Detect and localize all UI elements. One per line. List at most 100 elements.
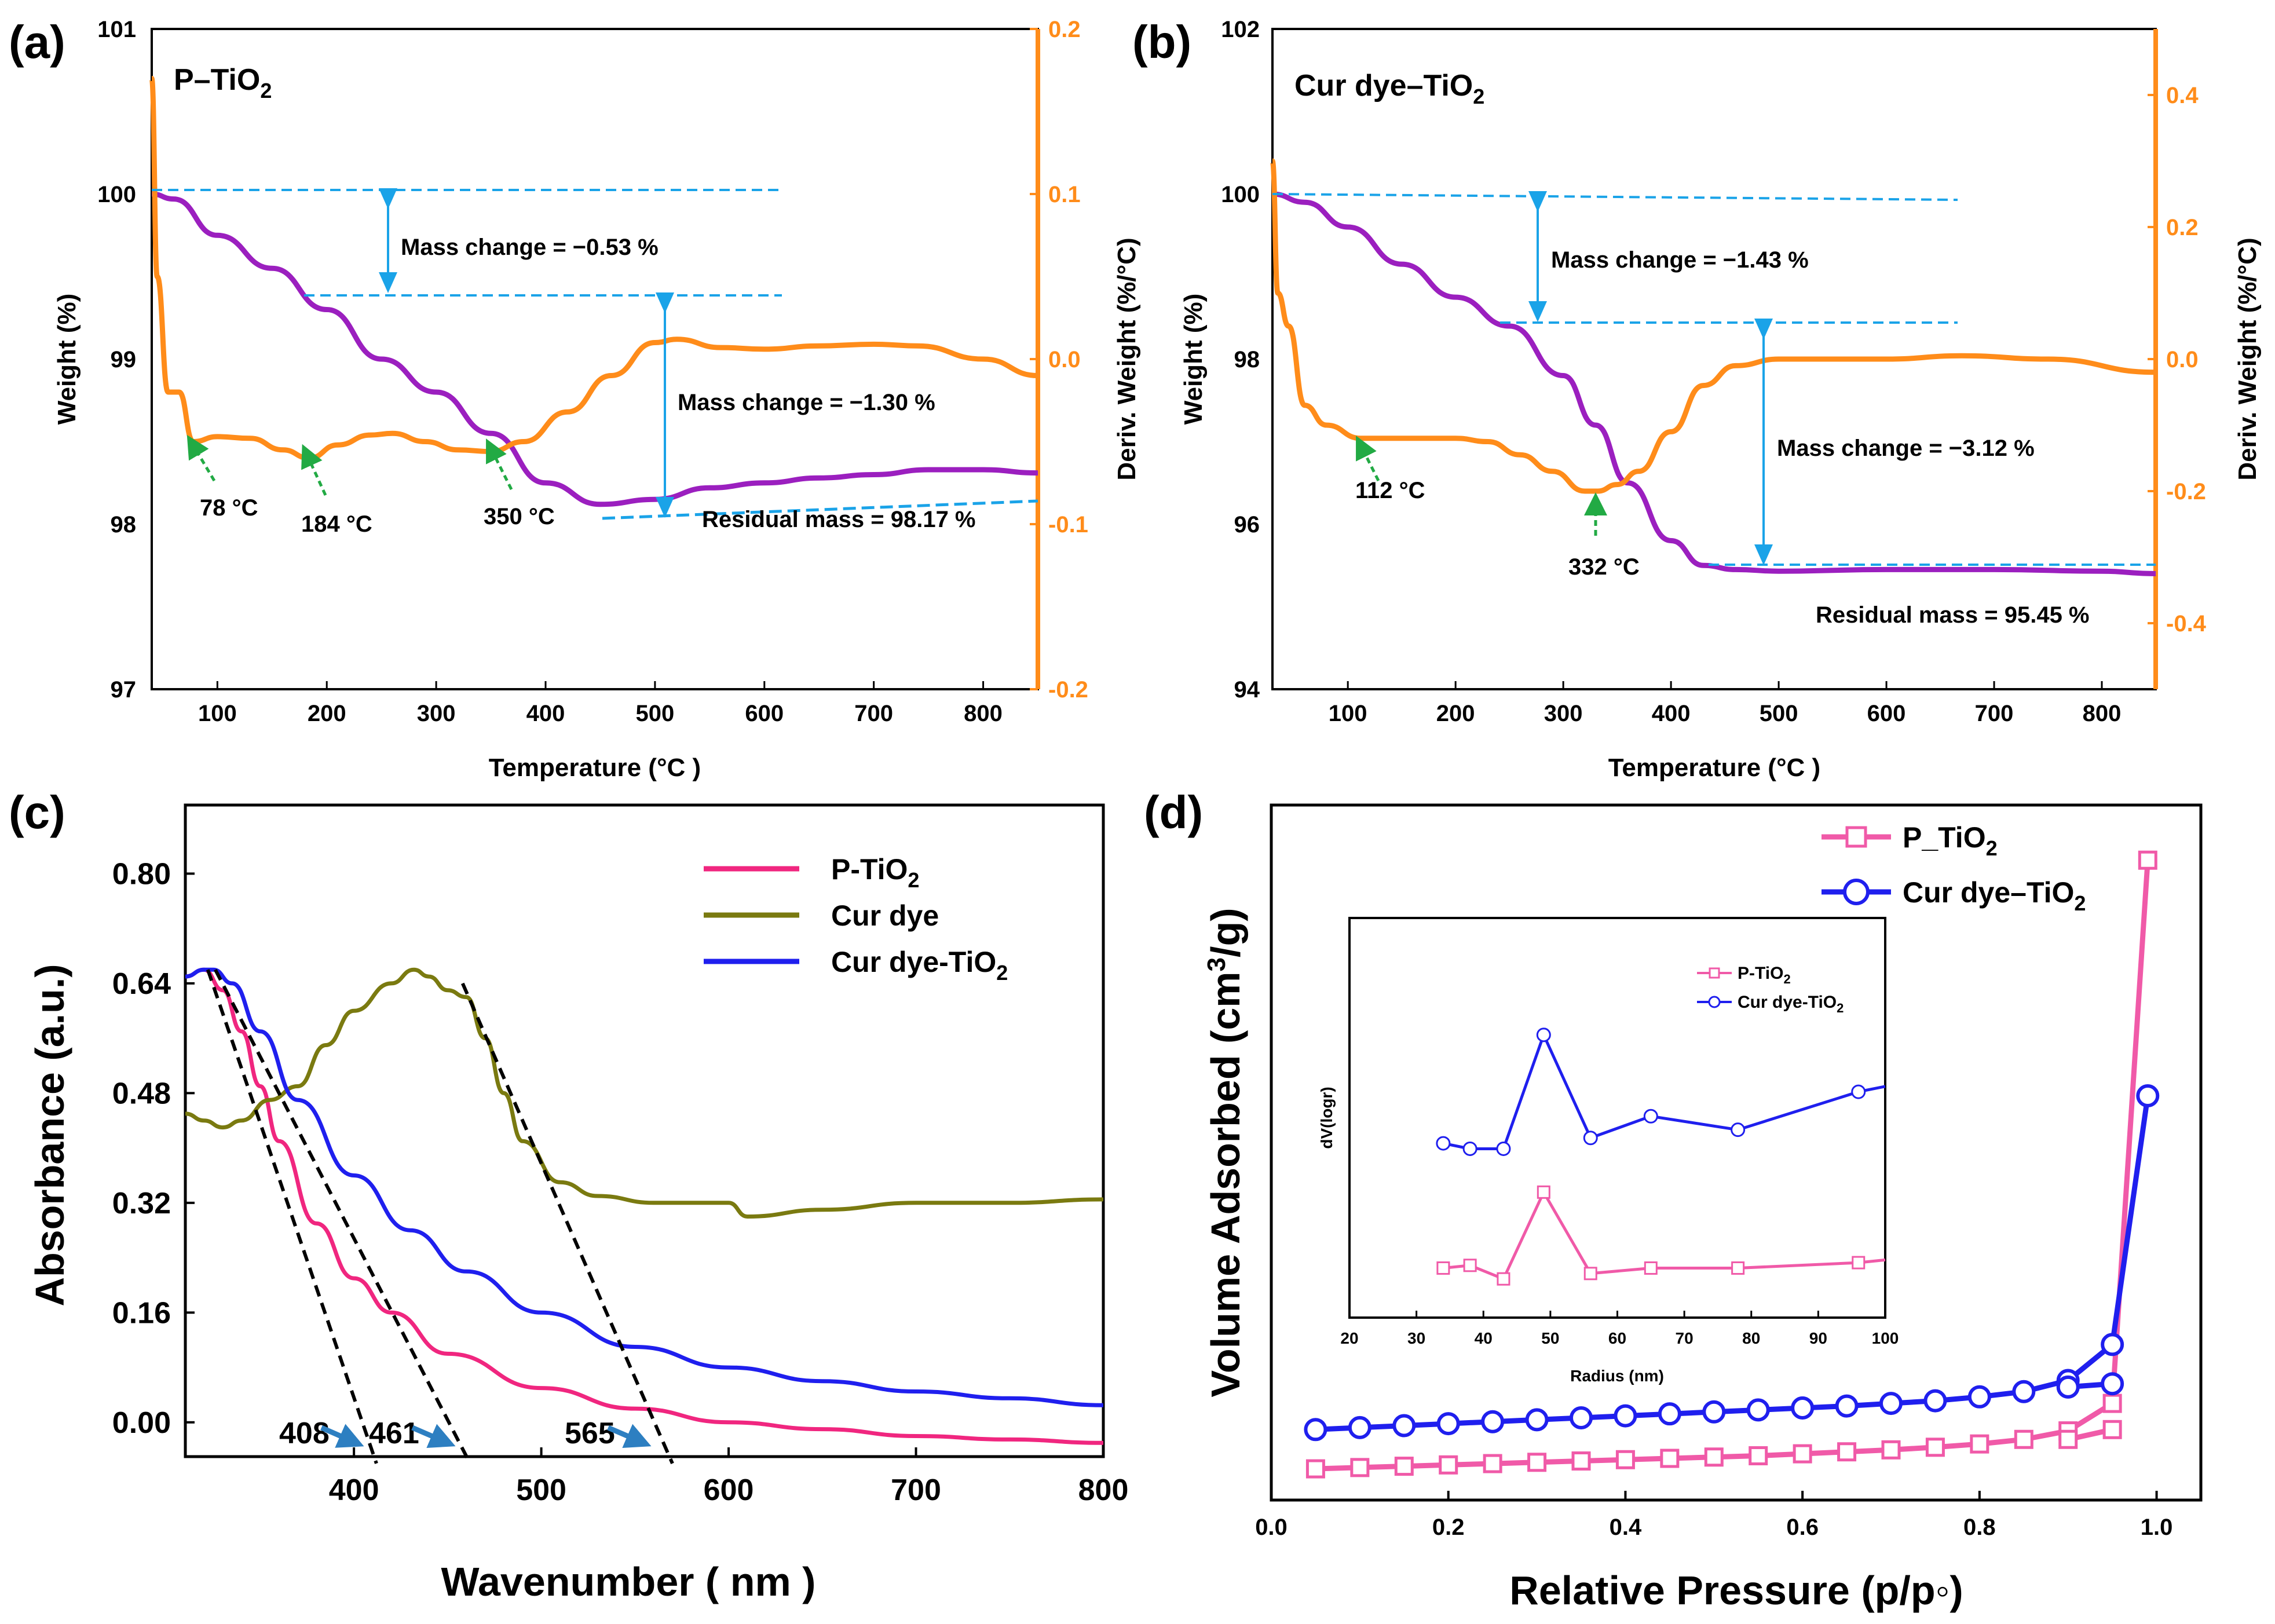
- panel-d-legend-marker-0: [1845, 826, 1867, 848]
- panel-d-x-label: Relative Pressure (p/p◦): [1509, 1568, 1963, 1613]
- panel-c-edge-arrow-2: [411, 1424, 456, 1448]
- panel-c-legend-label-0: P-TiO2: [831, 853, 919, 892]
- panel-d-xtick-label-4: 0.8: [1963, 1515, 1996, 1540]
- panel-d-inset-marker-1-3: [1536, 1027, 1551, 1043]
- panel-a-label: (a): [9, 16, 65, 68]
- panel-a-xtick-label-5: 600: [745, 701, 784, 726]
- panel-c-ytick-label-4: 0.64: [112, 967, 171, 1001]
- panel-d-inset-xtick-label-1: 30: [1407, 1329, 1425, 1347]
- panel-c-tangent-0: [206, 969, 378, 1464]
- panel-d-marker-2-15: [1967, 1385, 1991, 1409]
- panel-b-series: [1270, 158, 2156, 576]
- panel-a-y-ticks: 97 98 99 100 101: [97, 17, 136, 703]
- panel-b-y2tick-label-2: 0.0: [2166, 347, 2199, 372]
- panel-d-marker-0-5: [1527, 1453, 1547, 1472]
- panel-c-line-2: [185, 967, 1104, 1407]
- panel-c-y-label: Absorbance (a.u.): [27, 964, 72, 1306]
- panel-b-xtick-label-4: 500: [1760, 701, 1798, 726]
- panel-d-marker-2-12: [1835, 1394, 1859, 1418]
- panel-c-series: [185, 967, 1104, 1465]
- panel-d-inset-marker-1-6: [1731, 1122, 1746, 1137]
- panel-b-x-label: Temperature (°C ): [1608, 754, 1820, 782]
- panel-d-inset-xtick-label-4: 60: [1608, 1329, 1626, 1347]
- panel-c-ytick-label-0: 0.00: [112, 1406, 171, 1440]
- panel-d-marker-2-1: [1348, 1415, 1371, 1439]
- panel-a-ytick-label-2: 99: [111, 347, 137, 372]
- panel-c-y-ticks: 0.00 0.16 0.32 0.48 0.64 0.80: [112, 857, 195, 1440]
- panel-d-inset-marker-1-1: [1462, 1141, 1477, 1156]
- panel-a-y2tick-label-0: -0.2: [1048, 677, 1088, 703]
- panel-d-marker-0-18: [2102, 1393, 2122, 1413]
- panel-d-inset-marker-1-4: [1583, 1131, 1598, 1146]
- panel-b-mass-change-2: Mass change = −3.12 %: [1777, 436, 2035, 461]
- panel-d-marker-2-3: [1436, 1412, 1460, 1436]
- panel-b-ytick-label-4: 102: [1221, 17, 1260, 42]
- panel-d-inset-xtick-label-6: 80: [1742, 1329, 1760, 1347]
- panel-c-legend-label-2: Cur dye-TiO2: [831, 946, 1008, 985]
- panel-d-inset-marker-1-7: [1851, 1084, 1866, 1099]
- panel-c-edge-arrow-1: [320, 1424, 364, 1448]
- panel-c-edge-1: 408: [279, 1417, 330, 1450]
- panel-d-legend-marker-1: [1843, 879, 1870, 905]
- panel-d-marker-2-14: [1923, 1389, 1947, 1413]
- panel-d-marker-2-19: [2136, 1084, 2160, 1107]
- panel-b-ytick-label-3: 100: [1221, 182, 1260, 207]
- panel-b-xtick-label-5: 600: [1867, 701, 1906, 726]
- panel-d-inset-x-ticks: 20 30 40 50 60 70 80 90 100: [1340, 1311, 1899, 1347]
- panel-c-xtick-label-2: 600: [704, 1473, 754, 1507]
- panel-d-inset-marker-0-1: [1463, 1259, 1477, 1272]
- panel-c-xtick-label-1: 500: [516, 1473, 566, 1507]
- panel-d-marker-2-5: [1525, 1408, 1549, 1432]
- panel-d-marker-2-0: [1304, 1418, 1327, 1442]
- panel-a-ytick-label-0: 97: [111, 677, 137, 703]
- panel-d-marker-0-3: [1439, 1455, 1458, 1475]
- panel-b-title: Cur dye–TiO2: [1294, 69, 1484, 108]
- panel-a-y2-label: Deriv. Weight (%/°C): [1113, 237, 1141, 480]
- panel-d-inset-marker-1-0: [1436, 1136, 1451, 1151]
- panel-d-inset-legend-label-0: P-TiO2: [1738, 964, 1791, 986]
- panel-d-inset-marker-0-0: [1436, 1261, 1450, 1275]
- panel-c-ytick-label-2: 0.32: [112, 1187, 171, 1220]
- panel-b-xtick-label-7: 800: [2083, 701, 2122, 726]
- panel-d-inset-xtick-label-7: 90: [1809, 1329, 1827, 1347]
- panel-d-inset-frame: [1348, 917, 1886, 1319]
- panel-d-inset-legend-marker-1: [1708, 996, 1721, 1008]
- panel-d-marker-2-10: [1746, 1398, 1770, 1422]
- panel-d-marker-0-13: [1881, 1440, 1901, 1460]
- panel-c-xtick-label-3: 700: [891, 1473, 941, 1507]
- panel-b-xtick-label-6: 700: [1975, 701, 2014, 726]
- panel-b-y2tick-label-3: 0.2: [2166, 215, 2199, 240]
- panel-d-y-label: Volume Adsorbed (cm3/g): [1202, 908, 1248, 1397]
- panel-d: (d) 0.0 0.2 0.4 0.6 0.8 1.0 Relative Pressure…: [1144, 787, 2203, 1613]
- panel-d-inset-xtick-label-8: 100: [1872, 1329, 1899, 1347]
- panel-d-marker-2-2: [1392, 1414, 1416, 1438]
- panel-d-marker-0-10: [1749, 1446, 1768, 1465]
- panel-d-label: (d): [1144, 787, 1203, 838]
- panel-d-marker-0-15: [1970, 1434, 1989, 1454]
- panel-c-line-0: [185, 967, 1104, 1445]
- panel-b: (b) 100 200 300 400 500 600 700 800 94969810010…: [1132, 16, 2262, 782]
- panel-d-marker-2-6: [1570, 1406, 1593, 1429]
- panel-a-y2tick-label-3: 0.1: [1048, 182, 1081, 207]
- panel-b-y2-label: Deriv. Weight (%/°C): [2233, 237, 2262, 480]
- panel-c-edge-arrow-3: [607, 1424, 652, 1448]
- panel-a-xtick-label-7: 800: [964, 701, 1003, 726]
- panel-a-peak-arrow-2: [301, 444, 327, 496]
- panel-d-marker-0-1: [1350, 1458, 1370, 1477]
- panel-d-marker-1-1: [2058, 1429, 2078, 1449]
- panel-c-legend-label-1: Cur dye: [831, 899, 939, 932]
- panel-d-marker-1-0: [2102, 1420, 2122, 1439]
- panel-d-marker-0-14: [1925, 1438, 1945, 1457]
- panel-d-series: [1304, 850, 2160, 1479]
- panel-a-ytick-label-4: 101: [97, 17, 136, 42]
- panel-d-marker-3-0: [2101, 1372, 2124, 1396]
- panel-d-frame: [1270, 803, 2203, 1502]
- panel-b-xtick-label-0: 100: [1329, 701, 1367, 726]
- panel-d-inset-xtick-label-0: 20: [1340, 1329, 1358, 1347]
- panel-d-marker-0-9: [1704, 1447, 1724, 1467]
- panel-b-y2tick-label-4: 0.4: [2166, 83, 2199, 108]
- panel-b-xtick-label-1: 200: [1436, 701, 1475, 726]
- panel-a-peak-arrow-3: [486, 438, 513, 491]
- panel-d-xtick-label-2: 0.4: [1610, 1515, 1642, 1540]
